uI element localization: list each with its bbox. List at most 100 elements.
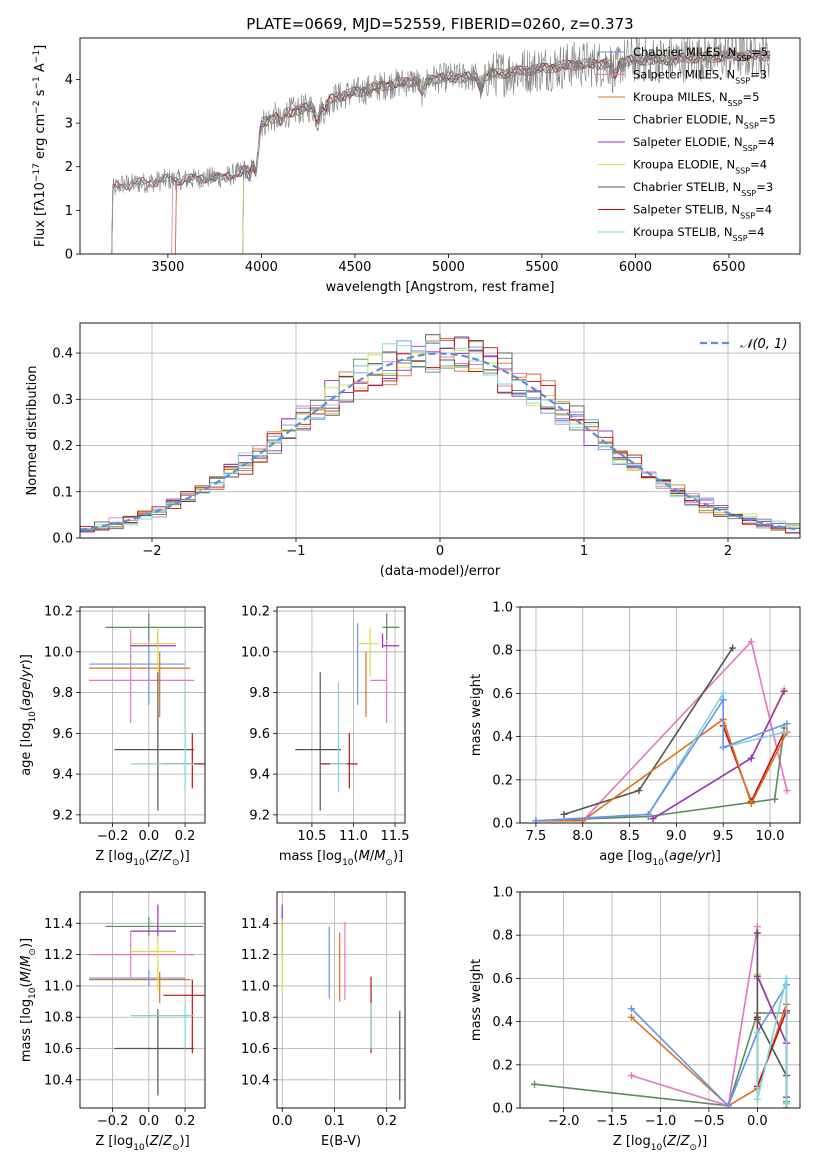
x-axis-label: Z [log10(Z/Z⊙)] [613, 1134, 707, 1153]
x-tick-label: 10.0 [756, 829, 785, 844]
legend-label: Chabrier STELIB, NSSP=3 [633, 180, 773, 198]
mass-vs-Z-errorbars [89, 904, 205, 1096]
x-tick-label: 11.5 [381, 829, 410, 844]
x-tick-label: 10.5 [297, 829, 326, 844]
y-axis-label: Normed distribution [25, 366, 40, 496]
x-tick-label: 9.0 [666, 829, 687, 844]
x-tick-label: 4500 [338, 260, 371, 275]
y-axis-label: age [log10(age/yr)] [19, 654, 38, 776]
y-axis-label: mass [log10(M/M⊙)] [19, 938, 38, 1062]
y-tick-label: 11.4 [44, 917, 73, 932]
x-tick-label: 4000 [245, 260, 278, 275]
y-tick-label: 0.0 [492, 817, 513, 832]
y-tick-label: 11.4 [241, 917, 270, 932]
normal-curve [80, 352, 800, 531]
weight-marker [531, 1080, 539, 1088]
x-axis-label: wavelength [Angstrom, rest frame] [326, 280, 555, 295]
legend-label: Salpeter MILES, NSSP=3 [633, 68, 767, 86]
spectrum-axes: 3500 4000 4500 5000 5500 6000 6500 0 1 2 3 4 wavelen… [32, 45, 745, 295]
x-tick-label: 5500 [525, 260, 558, 275]
weight-series-line [756, 933, 788, 1076]
y-tick-label: 0.1 [52, 485, 73, 500]
weight-marker [719, 743, 727, 751]
weight-marker [780, 687, 788, 695]
weight-marker [783, 787, 791, 795]
x-axis-label: (data-model)/error [380, 564, 501, 579]
weight-marker [747, 800, 755, 808]
x-tick-label: 8.5 [619, 829, 640, 844]
weight-series-line [756, 978, 788, 1104]
x-tick-label: 8.0 [572, 829, 593, 844]
weight-marker [747, 754, 755, 762]
x-tick-label: 0.2 [175, 1114, 196, 1129]
weight-marker [627, 1013, 635, 1021]
weight-vs-Z-lines [531, 923, 790, 1108]
weight-marker [783, 720, 791, 728]
x-tick-label: 0 [436, 544, 444, 559]
y-tick-label: 0.3 [52, 393, 73, 408]
legend-label: Kroupa MILES, NSSP=5 [633, 90, 759, 108]
weight-marker [729, 644, 737, 652]
x-tick-label: 11.0 [339, 829, 368, 844]
x-tick-label: 5000 [432, 260, 465, 275]
y-tick-label: 4 [65, 73, 73, 88]
weight-marker [753, 1095, 761, 1103]
x-tick-label: −0.5 [693, 1114, 725, 1129]
x-tick-label: −2.0 [548, 1114, 580, 1129]
weight-marker [753, 1015, 761, 1023]
y-tick-label: 2 [65, 160, 73, 175]
x-axis-label: mass [log10(M/M⊙)] [279, 849, 403, 868]
x-tick-label: 0.0 [138, 829, 159, 844]
y-tick-label: 0.8 [492, 644, 513, 659]
weight-marker [719, 689, 727, 697]
y-tick-label: 1 [65, 204, 73, 219]
age-vs-mass-errorbars [295, 613, 400, 811]
weight-series-line [652, 688, 785, 820]
weight-marker [771, 795, 779, 803]
weight-marker [747, 638, 755, 646]
y-tick-label: 10.8 [241, 1011, 270, 1026]
weight-marker [782, 974, 790, 982]
x-tick-label: 0.2 [175, 829, 196, 844]
y-tick-label: 9.2 [249, 808, 270, 823]
x-axis-label: age [log10(age/yr)] [599, 849, 721, 868]
weight-marker [635, 787, 643, 795]
x-tick-label: 1 [580, 544, 588, 559]
x-tick-label: 9.5 [713, 829, 734, 844]
histogram-kroupa-stelib [80, 339, 800, 536]
legend-label: Kroupa ELODIE, NSSP=4 [633, 158, 767, 176]
y-tick-label: 0.8 [492, 929, 513, 944]
x-tick-label: 7.5 [526, 829, 547, 844]
weight-marker [719, 696, 727, 704]
x-tick-label: −1.0 [645, 1114, 677, 1129]
x-tick-label: 2 [724, 544, 732, 559]
x-tick-label: −0.2 [97, 1114, 129, 1129]
y-tick-label: 9.8 [52, 686, 73, 701]
y-tick-label: 10.2 [44, 605, 73, 620]
legend-label: 𝒩(0, 1) [740, 337, 787, 352]
spectrum-observed [111, 38, 771, 254]
y-tick-label: 0.4 [492, 730, 513, 745]
y-tick-label: 0.2 [492, 773, 513, 788]
x-tick-label: 6500 [712, 260, 745, 275]
weight-marker [753, 929, 761, 937]
legend-label: Salpeter ELODIE, NSSP=4 [633, 135, 775, 153]
x-axis-label: Z [log10(Z/Z⊙)] [95, 1134, 189, 1153]
y-tick-label: 10.6 [241, 1042, 270, 1057]
plot-frame [519, 891, 801, 1109]
weight-marker [782, 1100, 790, 1108]
x-tick-label: −1 [286, 544, 305, 559]
legend-label: Kroupa STELIB, NSSP=4 [633, 225, 764, 243]
y-tick-label: 10.4 [44, 1073, 73, 1088]
y-tick-label: 10.8 [44, 1011, 73, 1026]
weight-marker [532, 817, 540, 823]
mass-vs-EBV-errorbars [281, 904, 401, 1101]
y-tick-label: 1.0 [492, 886, 513, 901]
x-tick-label: 0.0 [747, 1114, 768, 1129]
x-tick-label: 0.1 [324, 1114, 345, 1129]
y-tick-label: 9.4 [52, 768, 73, 783]
y-tick-label: 9.6 [52, 727, 73, 742]
plot-frame [276, 891, 406, 1109]
plot-frame [79, 37, 801, 255]
